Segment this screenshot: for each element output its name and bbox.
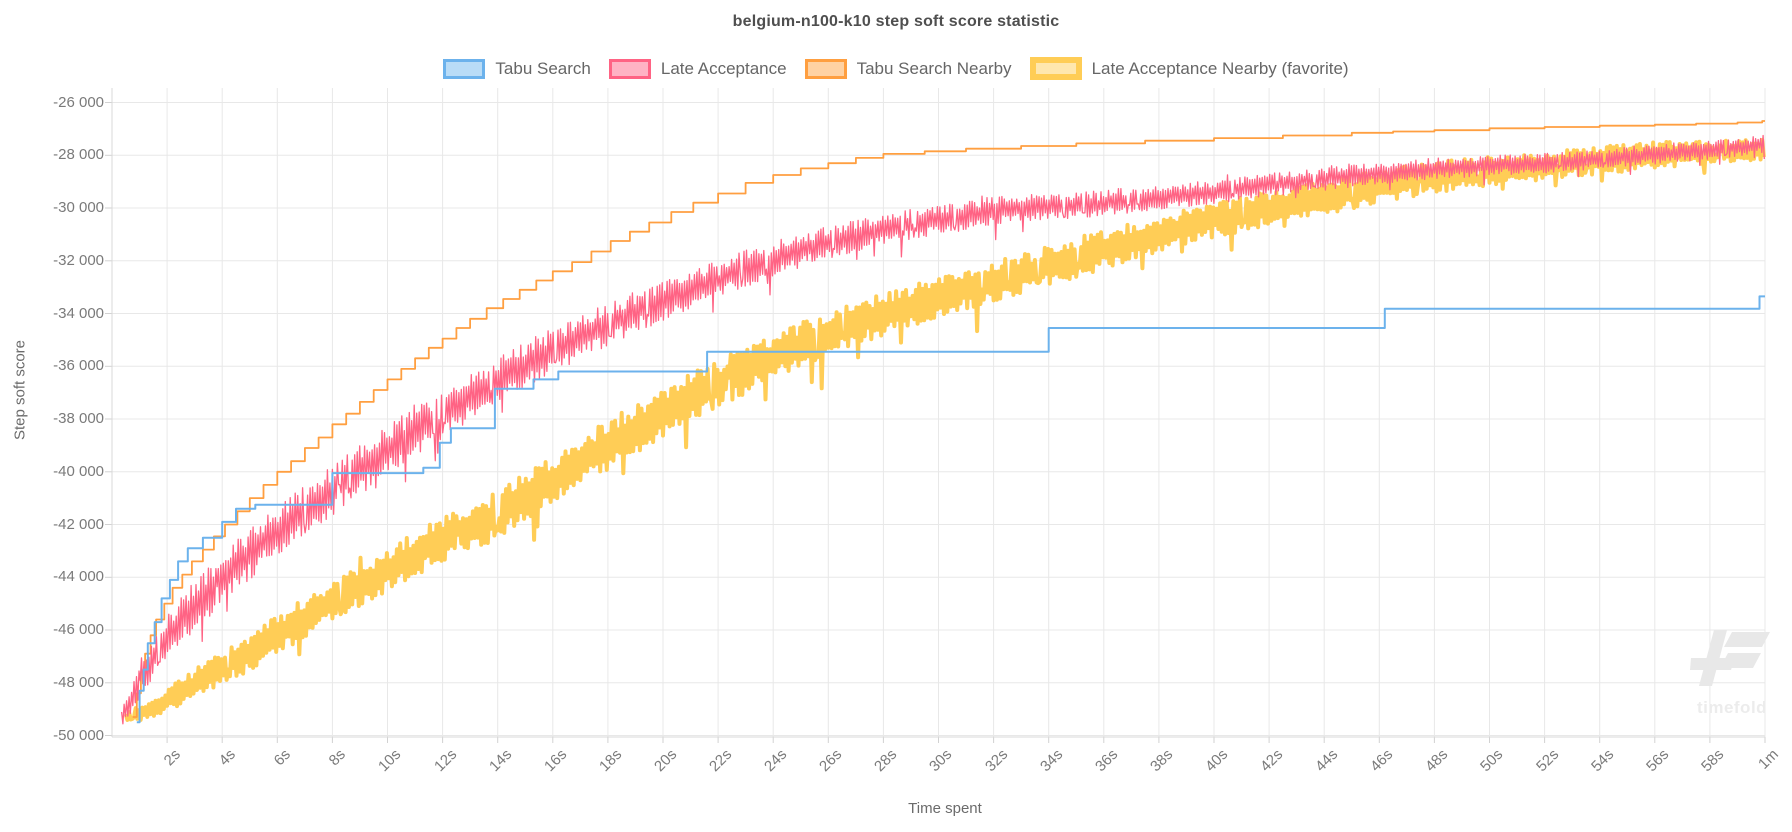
legend-item-late-acceptance-nearby[interactable]: Late Acceptance Nearby (favorite) bbox=[1029, 57, 1349, 80]
y-tick-label: -34 000 bbox=[53, 305, 104, 322]
axis-ticks bbox=[105, 88, 1766, 743]
legend: Tabu Search Late Acceptance Tabu Search … bbox=[0, 57, 1792, 80]
y-tick-label: -28 000 bbox=[53, 146, 104, 163]
watermark-text: timefold bbox=[1696, 698, 1768, 717]
legend-swatch-tabu-search-nearby bbox=[804, 58, 847, 79]
legend-item-tabu-search-nearby[interactable]: Tabu Search Nearby bbox=[804, 58, 1012, 79]
series-line-tabu-search-nearby bbox=[132, 120, 1765, 718]
legend-label: Late Acceptance Nearby (favorite) bbox=[1091, 58, 1349, 78]
y-axis-title: Step soft score bbox=[11, 339, 29, 441]
legend-label: Tabu Search Nearby bbox=[856, 58, 1012, 78]
y-tick-label: -50 000 bbox=[53, 727, 104, 744]
y-tick-label: -30 000 bbox=[53, 199, 104, 216]
legend-swatch-late-acceptance-nearby bbox=[1029, 57, 1082, 80]
chart-title: belgium-n100-k10 step soft score statist… bbox=[732, 13, 1060, 30]
legend-swatch-tabu-search bbox=[443, 58, 486, 79]
y-tick-label: -38 000 bbox=[53, 410, 104, 427]
y-tick-label: -48 000 bbox=[53, 674, 104, 691]
y-tick-label: -40 000 bbox=[53, 463, 104, 480]
series-line-tabu-search bbox=[136, 295, 1765, 724]
y-tick-label: -32 000 bbox=[53, 252, 104, 269]
y-tick-label: -36 000 bbox=[53, 357, 104, 374]
timefold-logo-icon bbox=[1690, 630, 1770, 686]
y-tick-label: -46 000 bbox=[53, 621, 104, 638]
legend-swatch-late-acceptance bbox=[608, 58, 651, 79]
series-line-late-acceptance-nearby-favorite bbox=[123, 138, 1766, 722]
legend-item-tabu-search[interactable]: Tabu Search bbox=[443, 58, 591, 79]
series-line-late-acceptance bbox=[120, 134, 1765, 725]
watermark: timefold bbox=[1682, 628, 1782, 718]
y-tick-label: -26 000 bbox=[53, 94, 104, 111]
x-axis-title: Time spent bbox=[908, 800, 982, 817]
legend-label: Late Acceptance bbox=[660, 58, 787, 78]
legend-item-late-acceptance[interactable]: Late Acceptance bbox=[608, 58, 787, 79]
y-tick-label: -44 000 bbox=[53, 568, 104, 585]
series-lines bbox=[120, 120, 1766, 725]
y-tick-label: -42 000 bbox=[53, 516, 104, 533]
legend-label: Tabu Search bbox=[495, 58, 591, 78]
gridlines bbox=[112, 88, 1766, 737]
